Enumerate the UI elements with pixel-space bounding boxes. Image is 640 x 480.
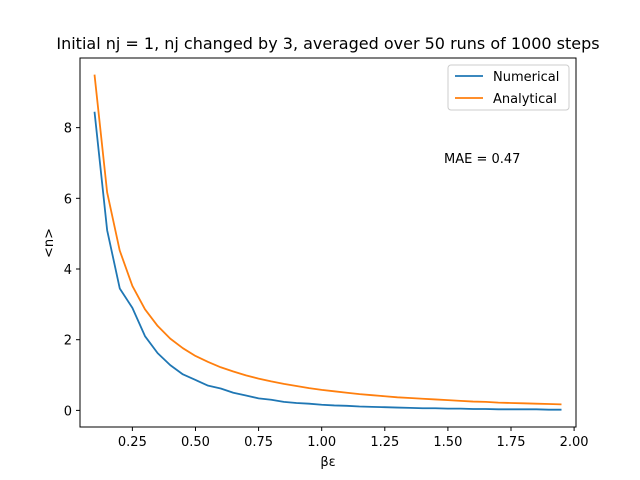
x-tick-label: 1.00: [307, 435, 336, 450]
y-tick-label: 2: [64, 334, 72, 349]
axes-frame: [79, 57, 577, 428]
x-axis-ticks: 0.25 0.50 0.75 1.00 1.25 1.50 1.75 2.00: [118, 427, 589, 450]
series-line-numerical: [93, 111, 562, 411]
x-tick-label: 0.50: [181, 435, 210, 450]
x-tick-label: 1.75: [497, 435, 526, 450]
legend: Numerical Analytical: [447, 64, 570, 111]
legend-label-analytical: Analytical: [493, 92, 557, 107]
x-tick-label: 0.25: [118, 435, 147, 450]
x-tick-label: 2.00: [560, 435, 589, 450]
y-axis-ticks: 0 2 4 6 8: [64, 122, 80, 419]
x-tick-label: 0.75: [244, 435, 273, 450]
y-tick-label: 0: [64, 404, 72, 419]
y-tick-label: 4: [64, 263, 72, 278]
x-tick-label: 1.50: [433, 435, 462, 450]
y-tick-label: 8: [64, 122, 72, 137]
series-layer: [93, 74, 562, 411]
series-line-analytical: [93, 74, 562, 406]
x-tick-label: 1.25: [370, 435, 399, 450]
plot-area: [79, 57, 577, 428]
y-axis-label: <n>: [42, 228, 57, 258]
chart-title: Initial nj = 1, nj changed by 3, average…: [56, 34, 599, 53]
x-axis-label: βε: [320, 455, 335, 470]
y-tick-label: 6: [64, 192, 72, 207]
mae-annotation: MAE = 0.47: [444, 152, 520, 167]
legend-label-numerical: Numerical: [493, 70, 559, 85]
